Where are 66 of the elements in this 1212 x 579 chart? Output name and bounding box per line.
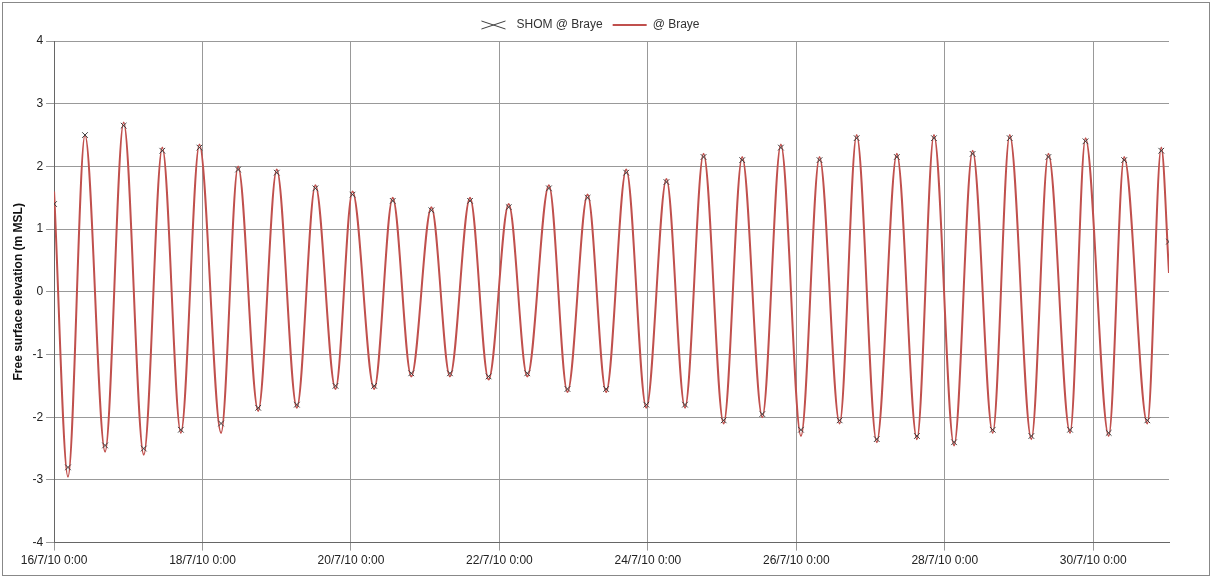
point (738, 156, 746, 164)
point (853, 134, 860, 142)
point (273, 169, 281, 176)
x-tick-label: 18/7/10 0:00 (169, 553, 237, 568)
point (564, 385, 571, 393)
y-tick-label: 3 (36, 96, 44, 111)
point (196, 144, 203, 151)
point (758, 410, 766, 418)
y-tick-label: 0 (36, 284, 44, 299)
legend-label: @ Braye (652, 17, 700, 32)
point (584, 194, 591, 202)
point (797, 426, 805, 434)
point (969, 150, 976, 158)
point (505, 203, 513, 211)
point (720, 417, 727, 424)
y-tick-label: 2 (36, 158, 44, 173)
y-tick-label: 4 (36, 33, 44, 48)
point (120, 122, 127, 129)
point (816, 156, 823, 164)
point (836, 417, 843, 424)
x-tick-label: 26/7/10 0:00 (762, 553, 831, 568)
point (485, 373, 492, 380)
x-tick-label: 24/7/10 0:00 (614, 553, 682, 568)
point (1028, 432, 1035, 440)
y-tick-label: -2 (32, 409, 44, 424)
point (370, 382, 378, 390)
point (217, 420, 225, 427)
point (389, 197, 397, 205)
point (234, 166, 242, 173)
point (140, 445, 148, 452)
point (873, 435, 881, 443)
point (177, 426, 185, 434)
x-tick-label: 30/7/10 0:00 (1059, 553, 1127, 568)
y-tick-label: -4 (32, 534, 44, 549)
point (446, 369, 454, 377)
x-tick-label: 16/7/10 0:00 (20, 553, 88, 568)
legend-label: SHOM @ Braye (516, 17, 603, 32)
point (332, 382, 339, 390)
point (293, 401, 301, 408)
point (622, 169, 630, 176)
point (158, 147, 166, 155)
point (930, 134, 938, 142)
point (777, 144, 785, 151)
point (545, 185, 553, 192)
point (989, 426, 997, 434)
x-tick-label: 20/7/10 0:00 (317, 553, 385, 568)
point (466, 197, 474, 205)
point (254, 404, 262, 412)
y-tick-label: -3 (32, 472, 44, 487)
point (643, 401, 650, 408)
point (950, 438, 958, 446)
point (893, 153, 901, 161)
point (602, 385, 610, 393)
point (101, 442, 109, 449)
y-tick-label: 1 (36, 221, 44, 236)
point (1066, 426, 1074, 434)
point (312, 185, 319, 192)
point (700, 153, 707, 161)
x-tick-label: 28/7/10 0:00 (911, 553, 979, 568)
point (681, 401, 689, 408)
y-tick-label: -1 (32, 346, 44, 361)
x-tick-label: 22/7/10 0:00 (466, 553, 534, 568)
point (428, 206, 435, 214)
point (1105, 429, 1113, 437)
y-axis-title: Free surface elevation (m MSL) (10, 203, 25, 381)
point (1144, 417, 1151, 424)
